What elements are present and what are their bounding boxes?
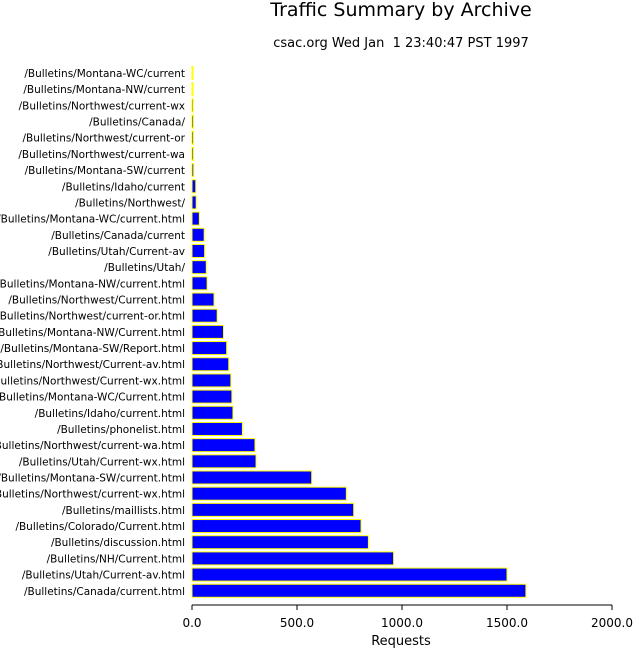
category-label: /Bulletins/Utah/Current-wx.html [19,456,185,468]
bar [191,583,527,598]
chart-title: Traffic Summary by Archive [269,0,531,21]
bar [191,341,228,356]
category-label: /Bulletins/phonelist.html [57,424,185,436]
category-label: /Bulletins/Montana-NW/Current.html [0,327,185,339]
bar [191,357,230,372]
bar [191,195,197,210]
bar [191,373,232,388]
category-label: /Bulletins/Northwest/ [75,197,185,209]
category-label: /Bulletins/Northwest/current-wx [19,100,185,112]
bar [191,389,233,404]
category-label: /Bulletins/Utah/Current-av [48,246,185,258]
bar [191,146,194,161]
x-tick-label: 0.0 [182,616,201,630]
bar [191,276,208,291]
bars-layer [191,66,527,598]
bar [191,66,194,80]
x-tick-label: 1500.0 [486,616,528,630]
bar [191,260,207,275]
x-tick-label: 2000.0 [591,616,633,630]
bar [191,551,395,566]
category-label: /Bulletins/discussion.html [51,537,185,549]
bar [191,308,218,323]
bar [191,292,215,307]
bar [191,405,234,420]
category-label: /Bulletins/Montana-SW/current.html [0,473,185,485]
category-label: /Bulletins/Utah/Current-av.html [22,570,185,582]
x-axis-title: Requests [371,634,431,649]
category-label: /Bulletins/Utah/ [104,262,185,274]
bar [191,535,369,550]
bar [191,82,194,97]
bar [191,130,194,145]
x-tick-label: 1000.0 [381,616,423,630]
category-label: /Bulletins/Northwest/Current-wx.html [0,375,185,387]
category-label: /Bulletins/Northwest/current-or.html [0,311,185,323]
bar [191,98,194,113]
chart-subtitle: csac.org Wed Jan 1 23:40:47 PST 1997 [273,36,529,51]
category-label: /Bulletins/Montana-NW/current [23,84,185,96]
bar [191,438,256,453]
bar [191,227,205,242]
category-label: /Bulletins/Canada/ [89,117,185,129]
bar [191,179,197,194]
bar [191,502,355,517]
category-label: /Bulletins/Montana-NW/current.html [0,278,185,290]
bar [191,486,347,501]
category-labels: /Bulletins/Montana-WC/current/Bulletins/… [0,68,186,598]
bar [191,324,224,339]
category-label: /Bulletins/Montana-WC/current.html [0,214,185,226]
category-label: /Bulletins/Canada/current.html [24,586,185,598]
category-label: /Bulletins/Northwest/Current.html [8,295,185,307]
category-label: /Bulletins/Northwest/current-wa [18,149,185,161]
bar [191,114,194,129]
category-label: /Bulletins/Montana-SW/Report.html [0,343,185,355]
category-label: /Bulletins/Montana-SW/current [25,165,185,177]
category-label: /Bulletins/maillists.html [62,505,185,517]
x-axis-ticks: 0.0 500.0 1000.0 1500.0 2000.0 [182,605,633,630]
bar [191,470,313,485]
bar [191,454,257,469]
category-label: /Bulletins/Canada/current [51,230,185,242]
category-label: /Bulletins/NH/Current.html [47,553,185,565]
x-tick-label: 500.0 [280,616,314,630]
bar [191,421,243,436]
category-label: /Bulletins/Northwest/current-wa.html [0,440,185,452]
category-label: /Bulletins/Idaho/current [62,181,185,193]
category-label: /Bulletins/Colorado/Current.html [15,521,185,533]
bar [191,519,362,534]
category-label: /Bulletins/Montana-WC/Current.html [0,392,185,404]
category-label: /Bulletins/Montana-WC/current [24,68,185,80]
bar [191,163,195,178]
category-label: /Bulletins/Northwest/current-or [22,133,185,145]
bar [191,243,206,258]
category-label: /Bulletins/Northwest/current-wx.html [0,489,185,501]
bar [191,567,508,582]
category-label: /Bulletins/Idaho/current.html [35,408,185,420]
category-label: /Bulletins/Northwest/Current-av.html [0,359,185,371]
bar [191,211,200,226]
